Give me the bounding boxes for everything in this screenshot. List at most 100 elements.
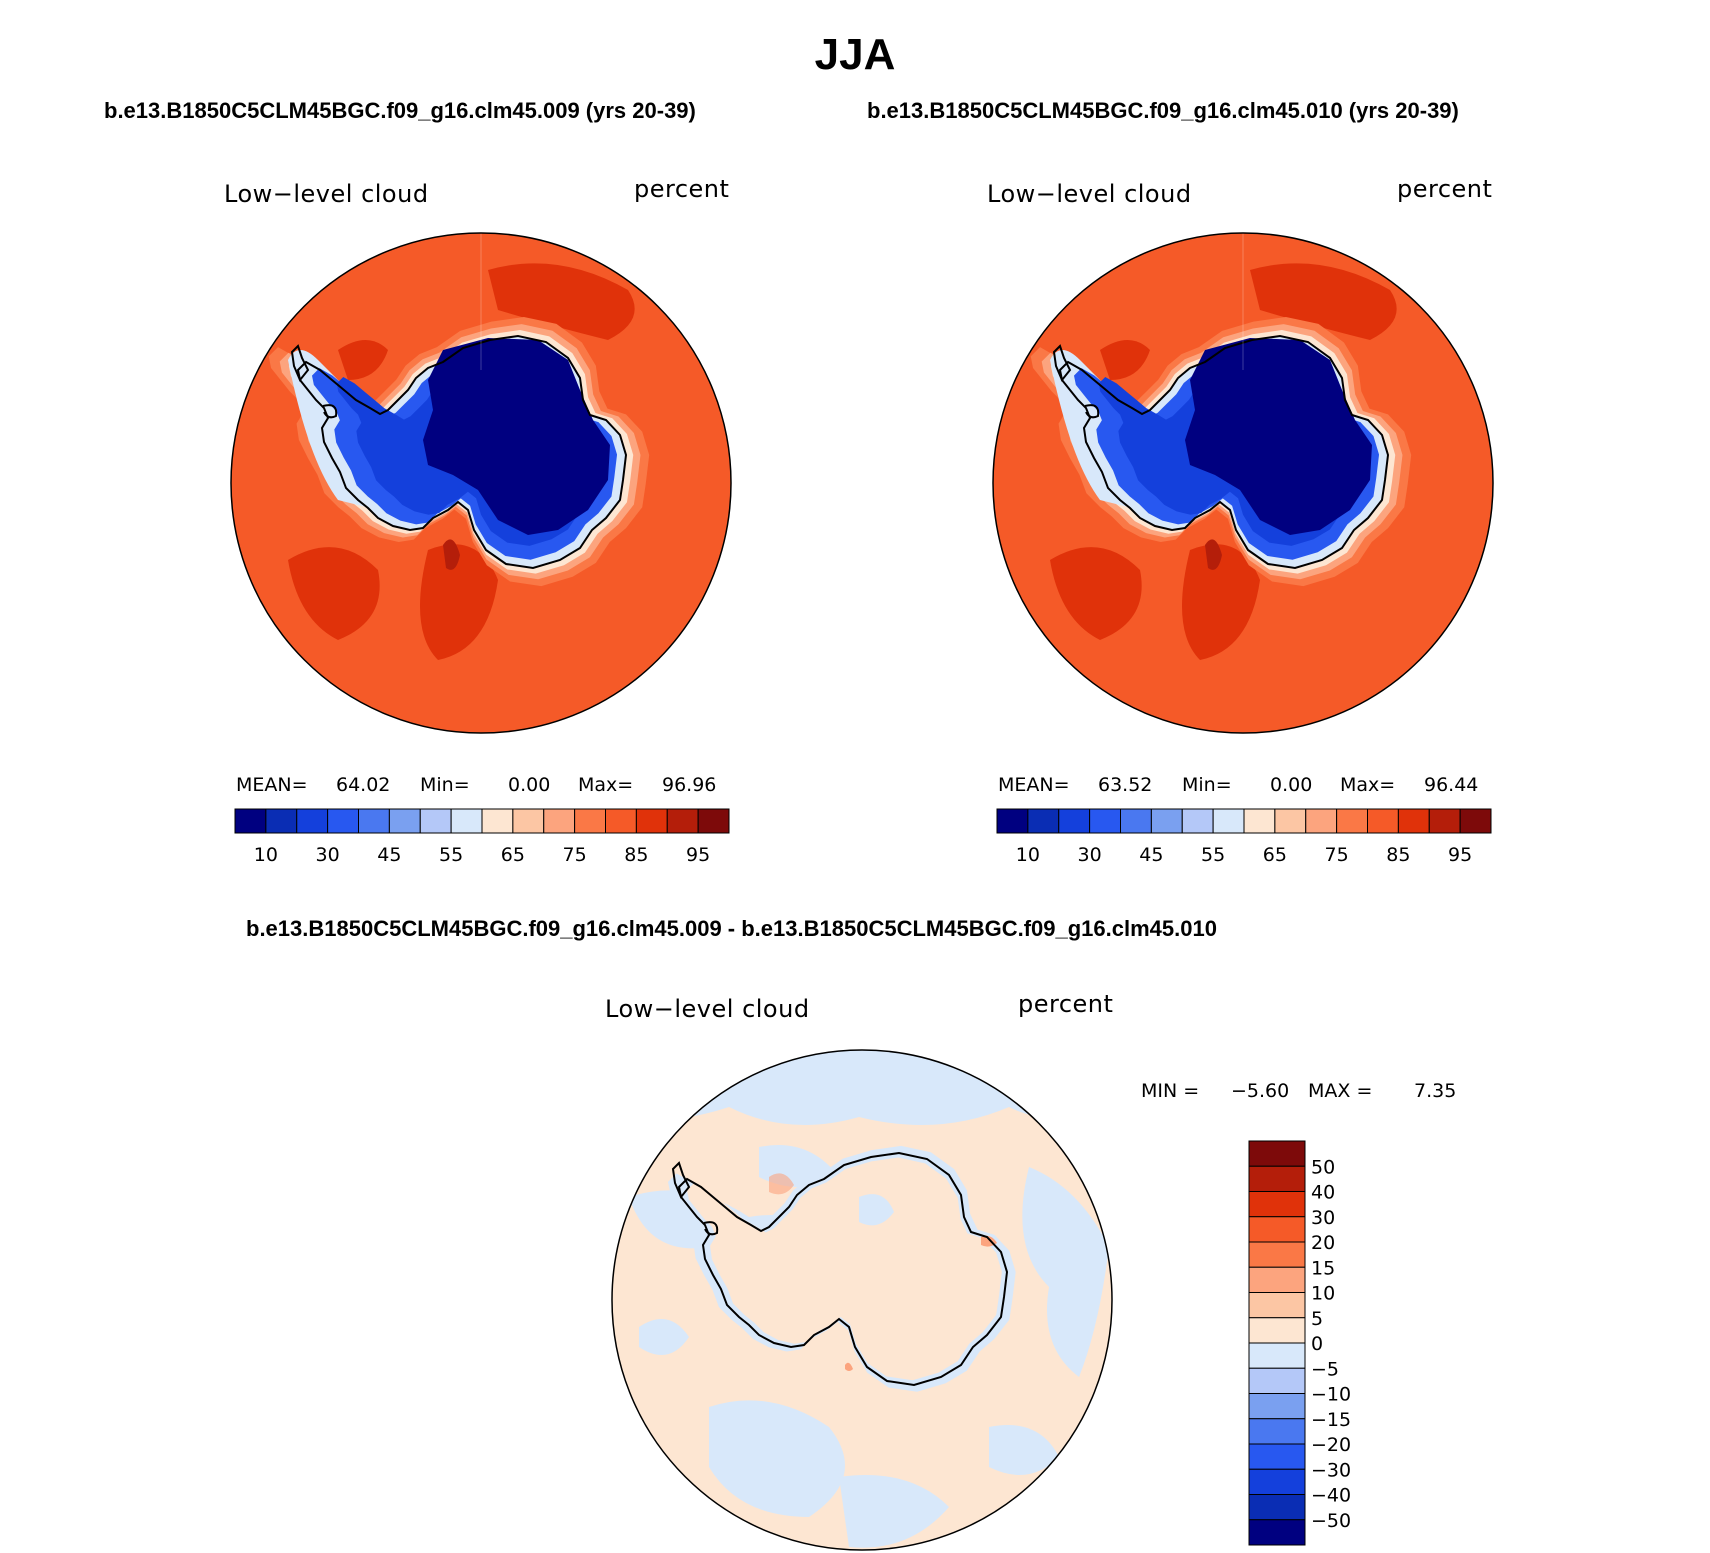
diff-max-label: MAX = xyxy=(1308,1080,1373,1102)
colorbar-swatch xyxy=(1336,808,1368,834)
right-case-title: b.e13.B1850C5CLM45BGC.f09_g16.clm45.010 … xyxy=(867,98,1459,123)
left-polar-map xyxy=(230,232,732,734)
left-case-title: b.e13.B1850C5CLM45BGC.f09_g16.clm45.009 … xyxy=(104,98,696,123)
ocean-patch xyxy=(1100,340,1150,380)
colorbar-swatch xyxy=(1248,1292,1306,1319)
colorbar-swatch xyxy=(1248,1418,1306,1445)
left-mean-label: MEAN= xyxy=(236,774,308,796)
colorbar-tick-label: 45 xyxy=(377,844,401,866)
colorbar-swatch xyxy=(1428,808,1461,834)
negative-region xyxy=(612,1050,1112,1125)
colorbar-swatch xyxy=(1459,808,1492,834)
colorbar-swatch xyxy=(1212,808,1245,834)
colorbar-swatch xyxy=(1248,1468,1306,1495)
colorbar-swatch xyxy=(1248,1342,1306,1369)
colorbar-tick-label: −5 xyxy=(1311,1358,1339,1380)
colorbar-swatch xyxy=(697,808,730,834)
colorbar-swatch xyxy=(1150,808,1183,834)
colorbar-swatch xyxy=(1248,1241,1306,1268)
colorbar-tick-label: −15 xyxy=(1311,1409,1351,1431)
diff-units-label: percent xyxy=(1018,990,1114,1018)
map-boundary xyxy=(230,232,732,734)
colorbar-tick-label: 85 xyxy=(1386,844,1410,866)
colorbar-swatch xyxy=(1248,1367,1306,1394)
colorbar-swatch xyxy=(666,808,699,834)
right-colorbar: 10 30 45 55 65 75 85 95 xyxy=(996,808,1492,866)
diff-max-value: 7.35 xyxy=(1414,1080,1457,1102)
negative-region xyxy=(639,1319,689,1355)
colorbar-swatch xyxy=(358,808,390,834)
colorbar-tick-label: 30 xyxy=(316,844,340,866)
colorbar-swatch xyxy=(635,808,668,834)
ice-shelf-outline xyxy=(322,404,338,419)
interior-neutral xyxy=(687,1157,1002,1381)
positive-region xyxy=(845,1362,853,1371)
left-mean-value: 64.02 xyxy=(336,774,391,796)
colorbar-swatch xyxy=(1305,808,1338,834)
ocean-patch xyxy=(1182,544,1260,660)
colorbar-tick-label: 85 xyxy=(624,844,648,866)
colorbar-swatch xyxy=(1248,1216,1306,1243)
colorbar-tick-label: 45 xyxy=(1139,844,1163,866)
colorbar-swatch xyxy=(1367,808,1399,834)
coastline-peninsula xyxy=(290,344,310,382)
colorbar-tick-label: 5 xyxy=(1311,1308,1323,1330)
colorbar-tick-label: 30 xyxy=(1311,1207,1335,1229)
colorbar-tick-label: 55 xyxy=(1201,844,1225,866)
colorbar-tick-label: −50 xyxy=(1311,1510,1351,1532)
ocean-peak xyxy=(1205,539,1222,570)
left-variable-label: Low−level cloud xyxy=(224,180,429,208)
colorbar-swatch xyxy=(605,808,637,834)
right-units-label: percent xyxy=(1397,175,1493,203)
colorbar-tick-label: 95 xyxy=(1448,844,1472,866)
colorbar-swatch xyxy=(1248,1165,1306,1192)
map-boundary xyxy=(992,232,1494,734)
right-min-label: Min= xyxy=(1182,774,1232,796)
colorbar-swatch xyxy=(996,808,1029,834)
colorbar-swatch xyxy=(1248,1443,1306,1470)
diff-variable-label: Low−level cloud xyxy=(605,995,810,1023)
positive-region xyxy=(769,1173,794,1195)
negative-region xyxy=(859,1194,894,1226)
coastline xyxy=(677,1151,1009,1387)
right-max-value: 96.44 xyxy=(1424,774,1479,796)
diff-min-value: −5.60 xyxy=(1231,1080,1290,1102)
colorbar-swatch xyxy=(296,808,329,834)
ice-sheet-core xyxy=(1185,338,1372,535)
page-title: JJA xyxy=(814,30,896,79)
ocean-peak xyxy=(443,539,460,570)
left-max-label: Max= xyxy=(578,774,634,796)
colorbar-swatch xyxy=(327,808,359,834)
negative-region xyxy=(989,1425,1059,1475)
colorbar-swatch xyxy=(1248,1140,1306,1167)
colorbar-swatch xyxy=(1248,1266,1306,1293)
ocean-patch xyxy=(1250,263,1397,340)
ocean-patch xyxy=(288,547,380,640)
ice-sheet-core xyxy=(423,338,610,535)
colorbar-tick-label: 75 xyxy=(563,844,587,866)
colorbar-swatch xyxy=(388,808,421,834)
ocean-patch xyxy=(1050,547,1142,640)
right-mean-value: 63.52 xyxy=(1098,774,1153,796)
negative-region xyxy=(839,1475,949,1548)
colorbar-tick-label: 40 xyxy=(1311,1182,1335,1204)
colorbar-tick-label: 20 xyxy=(1311,1232,1335,1254)
colorbar-swatch xyxy=(1248,1191,1306,1218)
colorbar-swatch xyxy=(1120,808,1152,834)
coastline xyxy=(1058,334,1390,570)
colorbar-tick-label: 0 xyxy=(1311,1333,1323,1355)
diff-case-title: b.e13.B1850C5CLM45BGC.f09_g16.clm45.009 … xyxy=(246,916,1217,941)
colorbar-swatch xyxy=(512,808,545,834)
colorbar-swatch xyxy=(543,808,576,834)
colorbar-tick-label: 65 xyxy=(501,844,525,866)
right-mean-label: MEAN= xyxy=(998,774,1070,796)
left-colorbar: 10 30 45 55 65 75 85 95 xyxy=(234,808,730,866)
coastline-peninsula xyxy=(671,1161,691,1199)
diff-min-label: MIN = xyxy=(1141,1080,1200,1102)
left-units-label: percent xyxy=(634,175,730,203)
negative-region xyxy=(709,1400,845,1517)
colorbar-tick-label: 55 xyxy=(439,844,463,866)
colorbar-tick-label: 15 xyxy=(1311,1257,1335,1279)
colorbar-swatch xyxy=(1248,1393,1306,1420)
